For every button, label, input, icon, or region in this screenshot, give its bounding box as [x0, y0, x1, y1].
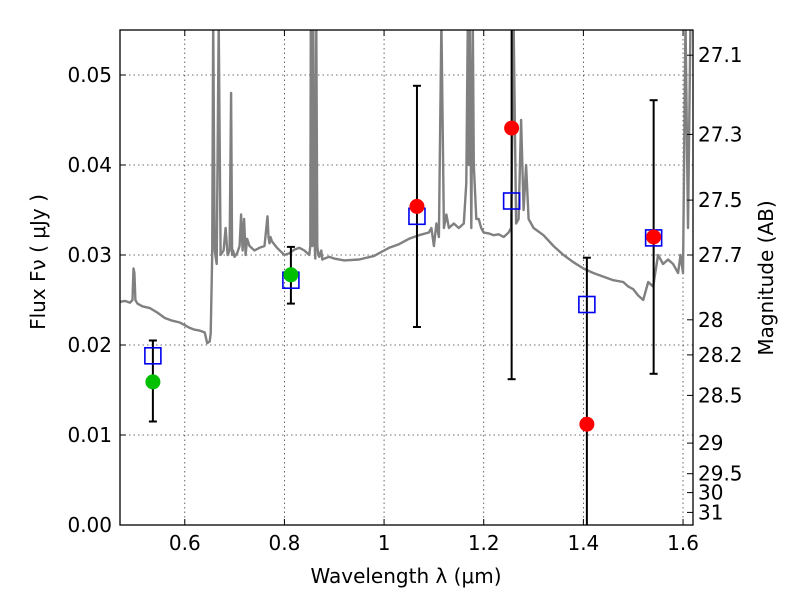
model-photometry-square — [144, 346, 162, 365]
y-tick-label: 0.04 — [67, 153, 112, 177]
detection-point — [283, 267, 299, 283]
x-axis-label: Wavelength λ (μm) — [310, 564, 501, 588]
right-tick-label: 27.7 — [698, 243, 743, 267]
model-photometry-square — [578, 295, 596, 314]
axis-ticks — [120, 30, 693, 526]
x-tick-label: 1 — [378, 531, 391, 555]
right-axis-label: Magnitude (AB) — [754, 200, 778, 355]
detection-point — [145, 374, 161, 390]
right-tick-label: 30 — [698, 481, 723, 505]
plot-background — [120, 30, 693, 525]
x-tick-label: 0.6 — [169, 531, 201, 555]
y-tick-label: 0.05 — [67, 63, 112, 87]
tick-labels: 0.6 0.8 1 1.2 1.4 1.6 0.00 0.01 0.02 0.03 0.04 0.05… — [67, 43, 742, 555]
y-tick-label: 0.02 — [67, 333, 112, 357]
x-tick-label: 1.6 — [667, 531, 699, 555]
detections-layer — [145, 120, 662, 432]
y-tick-label: 0.01 — [67, 423, 112, 447]
x-tick-label: 0.8 — [269, 531, 301, 555]
right-tick-label: 31 — [698, 500, 723, 524]
detection-point — [409, 198, 425, 214]
right-tick-label: 27.3 — [698, 122, 743, 146]
right-tick-label: 27.1 — [698, 43, 743, 67]
y-tick-label: 0.00 — [67, 513, 112, 537]
y-axis-label: Flux Fν ( μJy ) — [26, 194, 50, 330]
right-tick-label: 28.2 — [698, 343, 743, 367]
detection-point — [504, 120, 520, 136]
x-tick-label: 1.2 — [468, 531, 500, 555]
right-tick-label: 28 — [698, 308, 723, 332]
detection-point — [579, 416, 595, 432]
x-tick-label: 1.4 — [567, 531, 599, 555]
y-tick-label: 0.03 — [67, 243, 112, 267]
sed-curve-layer — [120, 30, 692, 345]
right-tick-label: 27.5 — [698, 188, 743, 212]
sed-model-line — [120, 30, 692, 345]
detection-point — [646, 229, 662, 245]
right-tick-label: 28.5 — [698, 383, 743, 407]
right-tick-label: 29.5 — [698, 462, 743, 486]
plot-frame — [119, 29, 694, 526]
right-tick-label: 29 — [698, 431, 723, 455]
model-photometry-square — [502, 192, 521, 210]
